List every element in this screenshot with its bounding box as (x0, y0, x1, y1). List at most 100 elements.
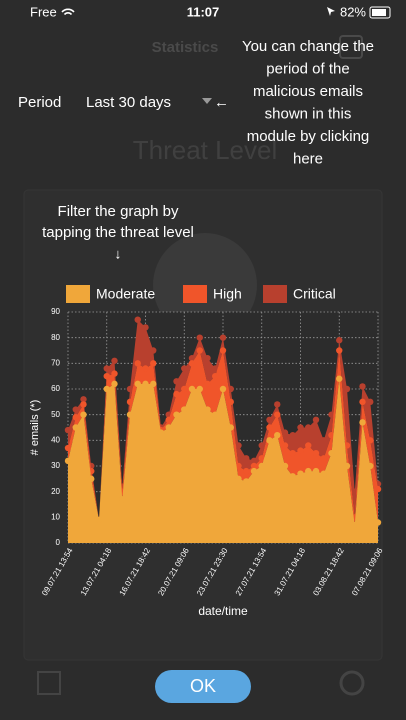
point (142, 324, 149, 331)
legend-swatch[interactable] (263, 285, 287, 303)
y-tick-label: 20 (51, 487, 60, 496)
y-tick-label: 0 (56, 538, 61, 547)
hint-line: period of the (266, 60, 349, 77)
point (103, 372, 110, 380)
point (297, 470, 304, 477)
point (80, 401, 87, 408)
point (72, 414, 79, 421)
point (212, 411, 219, 418)
point (359, 419, 366, 426)
point (212, 372, 219, 380)
point (235, 442, 242, 449)
point (219, 334, 227, 341)
legend-swatch[interactable] (183, 285, 207, 303)
legend-label[interactable]: High (213, 286, 242, 302)
point (243, 455, 250, 462)
point (281, 442, 289, 449)
point (72, 424, 79, 431)
wifi-icon (61, 8, 75, 16)
point (274, 411, 281, 418)
point (343, 462, 351, 470)
point (219, 385, 227, 393)
point (367, 462, 374, 470)
point (64, 426, 72, 434)
point (320, 437, 327, 444)
point (126, 398, 134, 406)
point (111, 370, 118, 377)
legend-label[interactable]: Moderate (96, 286, 155, 302)
ok-label[interactable]: OK (190, 676, 216, 696)
point (227, 385, 234, 393)
point (312, 449, 320, 457)
y-axis-label: # emails (*) (29, 400, 41, 456)
point (289, 473, 296, 480)
point (258, 462, 265, 470)
area (68, 350, 378, 526)
point (336, 375, 343, 382)
point (258, 442, 265, 449)
point (374, 519, 382, 526)
point (196, 334, 203, 341)
point (165, 424, 172, 431)
point (297, 447, 304, 454)
point (305, 424, 312, 431)
point (351, 488, 358, 495)
filter-hint: Filter the graph by tapping the threat le… (42, 203, 194, 241)
point (243, 478, 250, 485)
point (328, 449, 335, 457)
point (64, 444, 72, 452)
y-tick-label: 50 (51, 410, 60, 419)
legend-swatch[interactable] (66, 285, 90, 303)
point (142, 380, 149, 388)
carrier: Free (30, 4, 57, 19)
tab-title: Statistics (152, 39, 219, 56)
point (196, 385, 203, 393)
point (119, 496, 126, 503)
point (250, 457, 258, 465)
point (80, 411, 87, 418)
point (204, 355, 211, 362)
y-tick-label: 80 (51, 333, 60, 342)
point (336, 337, 343, 344)
point (150, 347, 157, 354)
hint-line: module by clicking (247, 128, 370, 145)
point (188, 385, 196, 393)
battery-level: 82% (340, 4, 366, 19)
location-icon (327, 7, 335, 16)
ok-button[interactable] (155, 670, 251, 703)
point (173, 378, 180, 385)
filter-arrow: ↓ (115, 246, 122, 262)
point (359, 398, 366, 406)
point (235, 475, 242, 483)
hint-line: You can change the (242, 38, 374, 55)
dropdown-caret[interactable] (202, 98, 212, 104)
point (212, 365, 219, 372)
point (266, 416, 273, 423)
point (181, 406, 188, 413)
point (165, 416, 172, 423)
point (188, 355, 196, 362)
point (289, 432, 296, 439)
hint-line: malicious emails (253, 83, 363, 100)
tab-icon (37, 671, 61, 695)
point (111, 357, 118, 364)
legend-label[interactable]: Critical (293, 286, 336, 302)
point (134, 360, 141, 367)
period-value[interactable]: Last 30 days (86, 94, 171, 111)
point (173, 411, 180, 418)
point (328, 411, 335, 418)
point (150, 360, 157, 367)
point (134, 316, 141, 323)
section-title: Threat Level (133, 135, 278, 165)
point (359, 383, 366, 390)
point (181, 365, 188, 372)
period-label: Period (18, 94, 61, 111)
bg-icon (339, 35, 363, 59)
point (297, 424, 304, 431)
y-tick-label: 30 (51, 461, 60, 470)
tab-icon (339, 670, 365, 696)
point (374, 485, 382, 493)
point (266, 424, 273, 431)
point (227, 424, 234, 431)
